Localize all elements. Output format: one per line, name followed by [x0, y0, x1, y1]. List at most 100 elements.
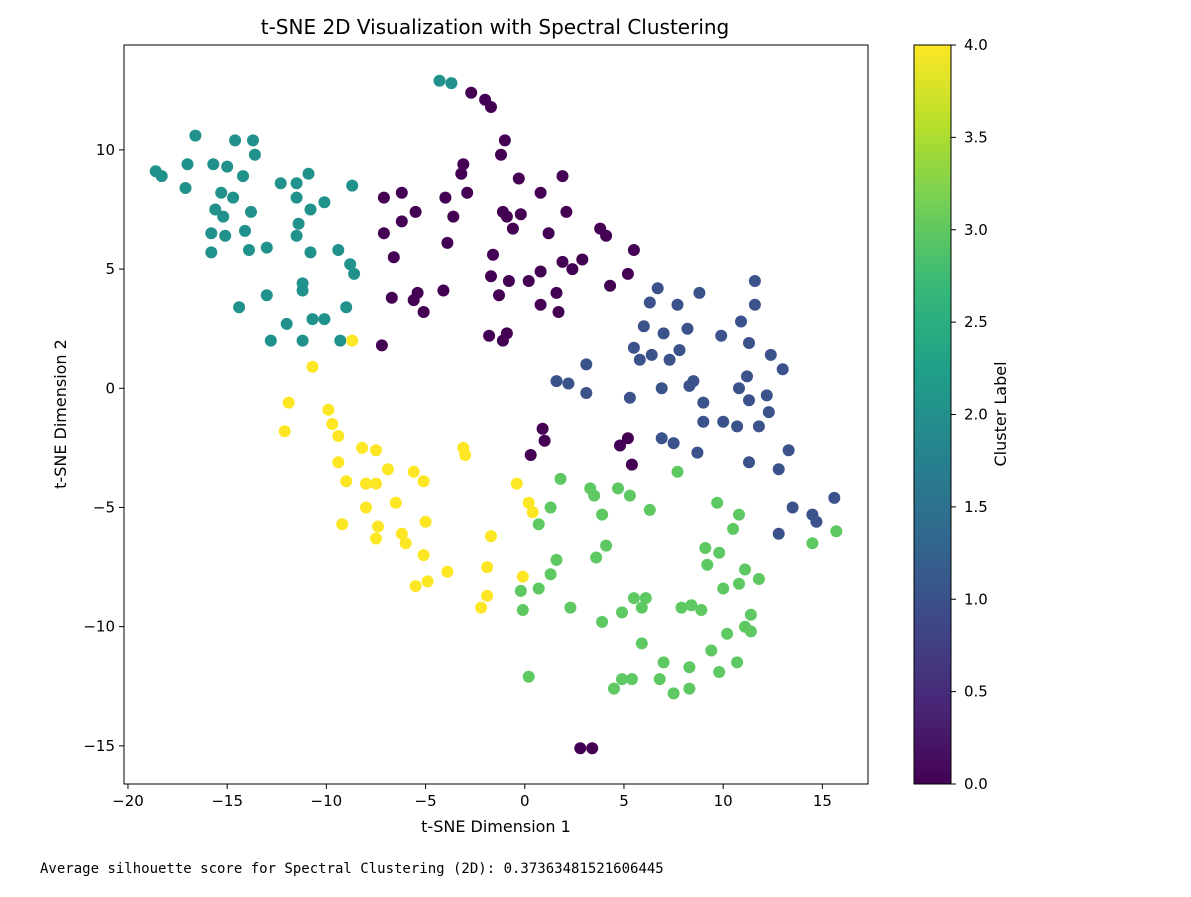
data-point: [643, 296, 656, 309]
x-tick-label: 5: [619, 792, 629, 810]
data-point: [600, 539, 613, 552]
data-point: [576, 253, 589, 266]
data-point: [417, 549, 430, 562]
colorbar: 0.0 0.5 1.0 1.5 2.0 2.5 3.0 3.5 4.0: [913, 36, 988, 793]
data-point: [455, 167, 468, 180]
x-tick-label: −10: [311, 792, 343, 810]
data-point: [663, 353, 676, 366]
data-point: [743, 337, 755, 349]
data-point: [580, 387, 593, 399]
data-point: [590, 551, 603, 564]
data-point: [516, 570, 529, 583]
scatter-points: [149, 74, 843, 755]
data-point: [596, 508, 609, 521]
data-point: [514, 208, 527, 221]
data-point: [239, 224, 251, 237]
data-point: [475, 601, 488, 614]
data-point: [675, 601, 688, 614]
data-point: [336, 518, 349, 531]
data-point: [560, 205, 573, 218]
data-point: [245, 205, 257, 218]
data-point: [574, 742, 587, 755]
data-point: [534, 265, 547, 278]
data-point: [544, 568, 557, 581]
data-point: [370, 532, 382, 545]
data-point: [623, 391, 636, 404]
data-point: [498, 134, 511, 147]
data-point: [596, 615, 609, 628]
data-point: [562, 377, 575, 390]
data-point: [657, 656, 670, 669]
data-point: [532, 582, 545, 595]
data-point: [304, 203, 317, 216]
data-point: [554, 472, 567, 485]
y-tick-label: −15: [83, 737, 115, 755]
data-point: [667, 687, 680, 700]
data-point: [806, 537, 819, 550]
x-tick-label: 15: [813, 792, 832, 810]
y-axis-label: t-SNE Dimension 2: [51, 339, 70, 489]
data-point: [395, 215, 408, 228]
data-point: [715, 329, 728, 342]
data-point: [772, 463, 785, 476]
y-tick-label: 5: [105, 260, 115, 278]
data-point: [538, 434, 551, 447]
data-point: [407, 465, 420, 478]
data-point: [635, 601, 648, 614]
data-point: [667, 437, 680, 450]
data-point: [459, 449, 472, 461]
data-point: [733, 382, 745, 395]
data-point: [243, 244, 255, 256]
data-point: [735, 315, 747, 328]
data-point: [534, 186, 547, 199]
data-point: [290, 229, 303, 242]
data-point: [417, 306, 430, 318]
data-point: [332, 430, 345, 442]
data-point: [544, 501, 557, 514]
data-point: [290, 177, 303, 190]
data-point: [550, 286, 563, 299]
data-point: [627, 341, 640, 354]
data-point: [564, 601, 577, 614]
data-point: [227, 191, 240, 204]
data-point: [377, 191, 390, 204]
data-point: [516, 604, 529, 616]
data-point: [346, 179, 359, 192]
data-point: [229, 134, 242, 147]
x-tick-label: −5: [415, 792, 437, 810]
data-point: [493, 289, 505, 302]
colorbar-label: Cluster Label: [991, 361, 1010, 466]
data-point: [828, 491, 841, 504]
data-point: [733, 577, 745, 590]
plot-frame: [123, 44, 869, 785]
data-point: [348, 267, 361, 280]
data-point: [526, 506, 539, 519]
data-point: [407, 294, 420, 307]
data-point: [623, 489, 636, 502]
data-point: [772, 527, 785, 540]
y-tick-label: −10: [83, 618, 115, 636]
data-point: [655, 432, 668, 445]
data-point: [439, 191, 452, 204]
colorbar-tick-label: 1.5: [964, 498, 988, 516]
data-point: [625, 458, 638, 471]
data-point: [671, 465, 684, 478]
data-point: [381, 463, 394, 476]
data-point: [247, 134, 259, 147]
data-point: [512, 172, 525, 185]
data-point: [764, 348, 777, 361]
data-point: [739, 563, 751, 576]
data-point: [409, 580, 422, 593]
data-point: [748, 275, 761, 287]
data-point: [260, 241, 273, 254]
data-point: [731, 656, 744, 669]
figure: t-SNE 2D Visualization with Spectral Clu…: [51, 15, 1010, 836]
data-point: [500, 210, 513, 223]
data-point: [457, 158, 470, 171]
data-point: [370, 444, 382, 457]
data-point: [179, 182, 192, 194]
data-point: [552, 306, 565, 318]
colorbar-tick-label: 2.0: [964, 406, 988, 424]
data-point: [514, 584, 527, 597]
data-point: [385, 291, 398, 304]
